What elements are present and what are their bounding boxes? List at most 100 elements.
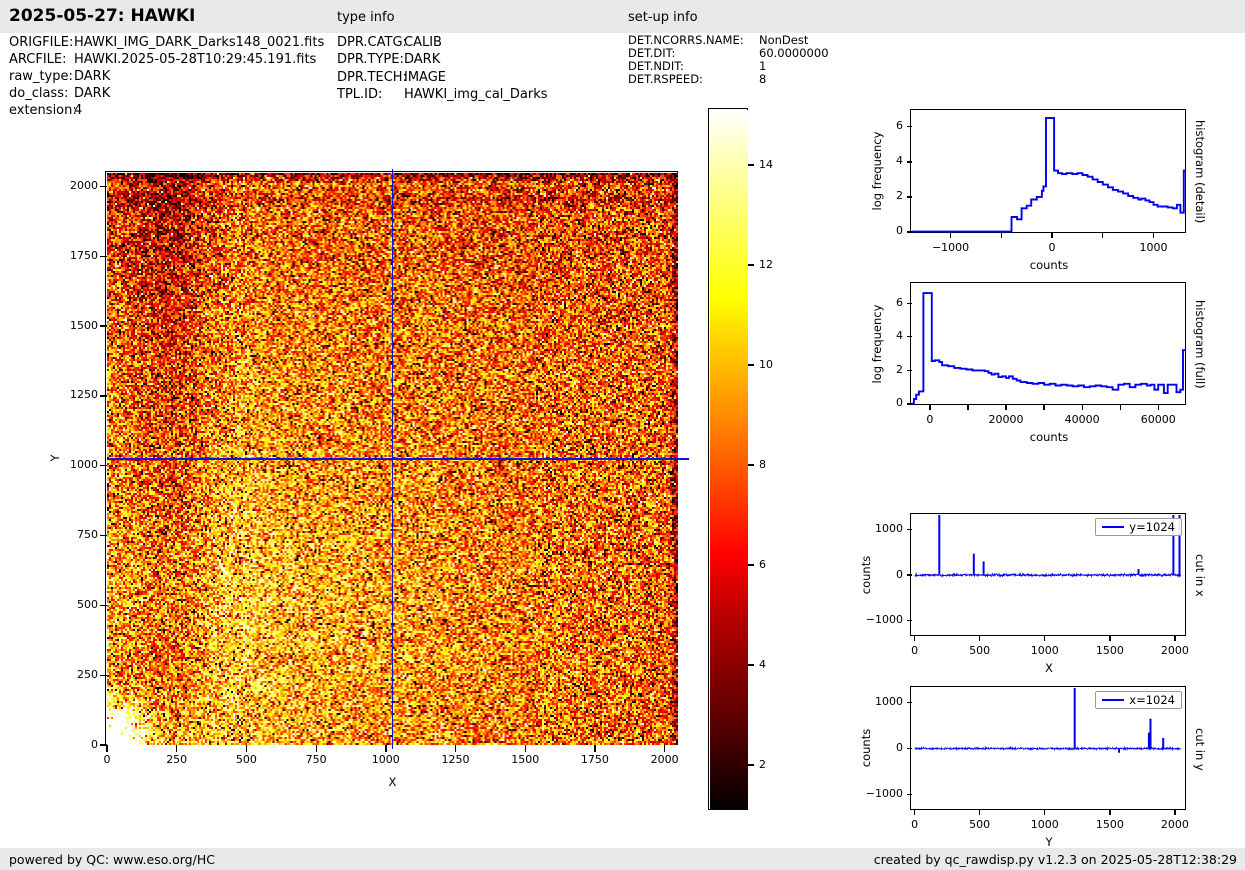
x-tick-label: 500 xyxy=(969,818,991,831)
x-tick-label: 2000 xyxy=(1160,644,1189,657)
colorbar-tick-label: 12 xyxy=(759,257,773,271)
y-tick-mark xyxy=(907,161,912,163)
y-tick-label: 750 xyxy=(77,528,98,542)
y-tick-mark xyxy=(907,702,912,704)
x-axis-label: X xyxy=(1045,661,1053,675)
info-label: DET.NDIT: xyxy=(628,59,684,73)
info-row: TPL.ID: HAWKI_img_cal_Darks xyxy=(337,87,548,102)
y-tick-mark xyxy=(100,674,107,676)
y-tick-mark xyxy=(100,325,107,327)
info-row: DPR.CATG:CALIB xyxy=(337,35,442,50)
colorbar-tick-label: 10 xyxy=(759,357,773,371)
colorbar-axes: 2 4 6 8 10 12 14 xyxy=(708,108,773,811)
y-tick-mark xyxy=(100,744,107,746)
plot-line-canvas xyxy=(912,117,1186,233)
y-tick-label: 4 xyxy=(896,154,903,168)
y-axis-label: counts xyxy=(859,555,873,594)
info-label: TPL.ID: xyxy=(337,86,383,102)
x-tick-mark xyxy=(1152,233,1155,238)
colorbar-tick-mark xyxy=(748,164,754,166)
x-tick-label: 60000 xyxy=(1140,413,1176,426)
colorbar-tick-mark xyxy=(748,664,754,666)
y-tick-mark xyxy=(907,747,912,750)
info-value: 60.0000000 xyxy=(759,46,829,60)
colorbar-tick-label: 2 xyxy=(759,757,766,771)
x-tick-label: 0 xyxy=(911,644,919,657)
info-row: DET.NCORRS.NAME: NonDest xyxy=(628,33,808,47)
y-tick-label: 0 xyxy=(91,737,98,751)
x-tick-label: 500 xyxy=(235,753,257,766)
legend-line-sample xyxy=(1102,699,1125,701)
main-image-axes: 0 250 500 750 1000 1250 1500 1750 2000 0 250 500 750… xyxy=(48,169,689,789)
x-tick-mark xyxy=(1081,405,1083,410)
y-tick-label: 500 xyxy=(77,597,98,611)
y-tick-mark xyxy=(907,528,912,531)
y-tick-mark xyxy=(907,231,912,233)
x-tick-label: 250 xyxy=(166,753,188,766)
info-row: ORIGFILE:HAWKI_IMG_DARK_Darks148_0021.fi… xyxy=(9,35,324,50)
info-label: DPR.TYPE: xyxy=(337,52,404,68)
info-value: HAWKI_IMG_DARK_Darks148_0021.fits xyxy=(74,35,325,50)
y-tick-label: 0 xyxy=(896,224,903,238)
y-tick-mark xyxy=(100,534,107,537)
x-tick-mark xyxy=(106,745,108,752)
x-tick-mark xyxy=(1157,405,1159,410)
x-tick-mark xyxy=(1044,810,1046,815)
plot-line-canvas xyxy=(914,688,1181,753)
cut_y-legend: x=1024 xyxy=(1095,691,1182,709)
y-axis-label: Y xyxy=(48,454,62,462)
footer-powered-by: powered by QC: www.eso.org/HC xyxy=(9,852,215,867)
cut_y-noise-baseline xyxy=(914,745,1181,752)
info-label: ORIGFILE: xyxy=(9,35,74,50)
x-tick-label: 0 xyxy=(1048,241,1056,254)
x-tick-mark xyxy=(914,810,916,815)
y-tick-mark xyxy=(100,255,107,257)
info-label: DPR.CATG: xyxy=(337,35,407,50)
colorbar-tick-mark xyxy=(748,764,754,766)
right-axis-label: cut in x xyxy=(1193,554,1207,597)
colorbar-tick-mark xyxy=(748,464,754,466)
info-row: do_class: DARK xyxy=(9,86,110,101)
x-tick-mark xyxy=(1000,233,1002,238)
x-tick-mark xyxy=(979,636,981,641)
x-tick-mark xyxy=(1051,233,1053,238)
x-tick-mark xyxy=(914,636,916,641)
colorbar-tick-label: 6 xyxy=(759,557,766,571)
colorbar-tick-mark xyxy=(748,364,754,366)
info-label: ARCFILE: xyxy=(9,52,67,67)
x-tick-mark xyxy=(1174,636,1176,641)
info-value: IMAGE xyxy=(404,69,447,85)
info-label: raw_type: xyxy=(9,69,73,84)
y-tick-label: 2000 xyxy=(70,178,98,192)
x-axis-label: counts xyxy=(1029,430,1069,444)
x-tick-label: 2000 xyxy=(1160,818,1189,831)
x-tick-mark xyxy=(1044,636,1046,641)
info-value: HAWKI_img_cal_Darks xyxy=(404,86,548,102)
x-tick-mark xyxy=(979,810,981,815)
y-tick-mark xyxy=(907,793,912,796)
y-tick-mark xyxy=(100,395,107,397)
y-tick-label: 0 xyxy=(896,567,903,581)
x-tick-label: 1000 xyxy=(371,753,400,766)
x-tick-mark xyxy=(664,745,666,752)
info-value: DARK xyxy=(74,69,111,84)
info-value: DARK xyxy=(74,86,111,101)
x-tick-mark xyxy=(385,745,387,752)
x-tick-mark xyxy=(1109,636,1111,641)
info-value: DARK xyxy=(404,52,441,68)
x-tick-mark xyxy=(967,405,969,410)
right-axis-label: cut in y xyxy=(1193,727,1207,771)
y-axis-label: counts xyxy=(859,728,873,768)
y-tick-label: 2 xyxy=(896,189,903,203)
x-tick-mark xyxy=(1102,233,1104,238)
colorbar-tick-mark xyxy=(748,264,754,266)
page-title: 2025-05-27: HAWKI xyxy=(9,6,196,26)
y-tick-label: 1250 xyxy=(70,388,98,402)
y-tick-mark xyxy=(907,369,912,372)
x-tick-mark xyxy=(245,745,248,752)
x-tick-label: 1500 xyxy=(1095,644,1124,657)
x-tick-mark xyxy=(315,745,317,752)
info-label: extension: xyxy=(9,103,77,118)
crosshair-y-1024 xyxy=(107,458,689,460)
